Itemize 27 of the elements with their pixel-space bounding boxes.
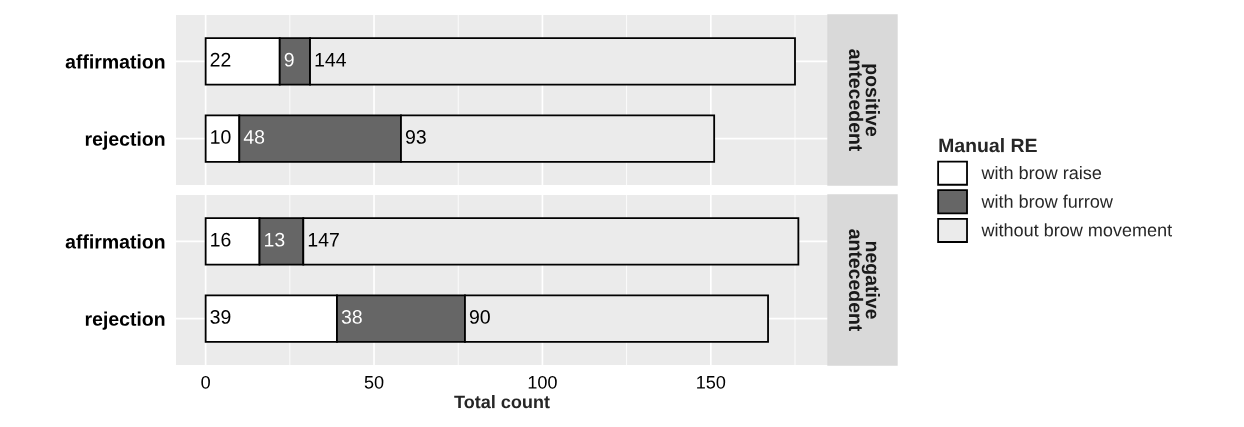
data-label: 10 bbox=[211, 130, 231, 144]
legend-label: with brow furrow bbox=[981, 194, 1113, 208]
data-label: 147 bbox=[308, 233, 339, 247]
legend-label: without brow movement bbox=[981, 223, 1172, 237]
x-axis-title: Total count bbox=[454, 395, 550, 409]
x-tick-label: 0 bbox=[201, 375, 210, 389]
y2-axis-title: positive antecedent bbox=[848, 49, 880, 152]
data-label: 144 bbox=[315, 53, 346, 67]
data-label: 22 bbox=[210, 52, 231, 67]
data-label: 9 bbox=[284, 52, 294, 67]
y-tick-label: affirmation bbox=[65, 234, 165, 249]
x-tick-label: 150 bbox=[697, 375, 726, 389]
y-tick-label: affirmation bbox=[65, 54, 165, 69]
legend-label: with brow raise bbox=[981, 165, 1102, 180]
y2-axis-title: negative antecedent bbox=[848, 229, 880, 332]
y-tick-label: rejection bbox=[85, 311, 165, 330]
x-tick-label: 100 bbox=[528, 375, 557, 389]
x-tick-label: 50 bbox=[364, 375, 384, 389]
data-label: 39 bbox=[210, 310, 231, 324]
legend-title: Manual RE bbox=[939, 138, 1037, 153]
data-label: 13 bbox=[265, 232, 285, 247]
y-tick-label: rejection bbox=[85, 131, 165, 150]
data-label: 48 bbox=[243, 130, 265, 144]
data-label: 38 bbox=[341, 310, 362, 324]
data-label: 93 bbox=[405, 130, 426, 144]
data-label: 90 bbox=[469, 310, 490, 324]
data-label: 16 bbox=[211, 232, 231, 247]
